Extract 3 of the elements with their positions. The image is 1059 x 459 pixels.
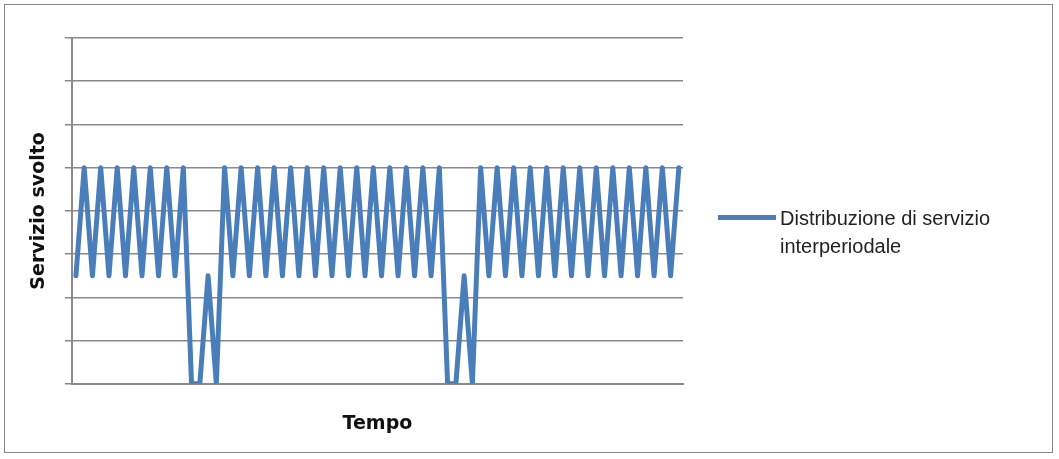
y-axis-title: Servizio svolto <box>26 132 49 290</box>
legend-label: Distribuzione di servizio interperiodale <box>780 206 992 259</box>
x-axis-title: Tempo <box>342 410 413 433</box>
